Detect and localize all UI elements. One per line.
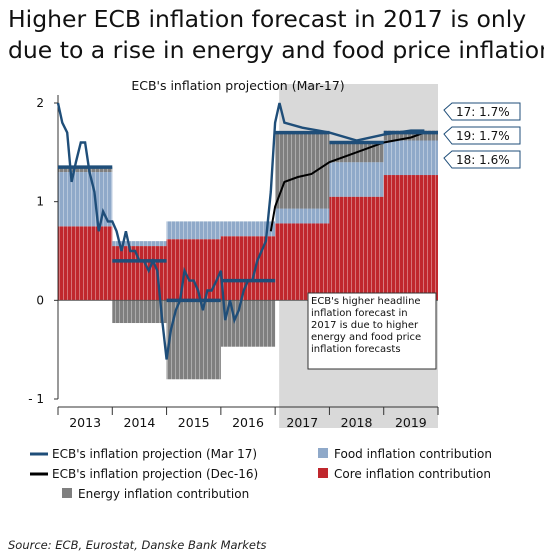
x-tick-label-2017: 2017 <box>286 415 318 430</box>
value-label-text-1: 19: 1.7% <box>456 129 510 143</box>
x-tick-label-2016: 2016 <box>232 415 264 430</box>
y-tick-label-1: 1 <box>36 195 44 209</box>
bar-energy-2013 <box>58 167 113 173</box>
bar-food-2018 <box>329 162 384 197</box>
bar-energy-2016 <box>220 300 276 347</box>
bar-food-2013 <box>58 172 113 227</box>
bar-food-2014 <box>112 241 167 247</box>
chart-subtitle: ECB's inflation projection (Mar-17) <box>131 78 344 93</box>
legend-item-dec16: ECB's inflation projection (Dec-16) <box>30 467 258 481</box>
bar-core-2016 <box>220 236 276 301</box>
legend-item-food: Food inflation contribution <box>318 447 492 461</box>
value-label-1: 19: 1.7% <box>443 126 521 145</box>
annotation-line-2: 2017 is due to higher <box>311 320 419 331</box>
value-label-box-2 <box>443 150 521 169</box>
x-tick-label-2013: 2013 <box>69 415 101 430</box>
legend-label-mar17: ECB's inflation projection (Mar 17) <box>52 447 257 461</box>
annotation-box <box>307 292 437 370</box>
bar-core-2019 <box>383 175 438 301</box>
series-dec16-projection <box>269 131 425 232</box>
x-tick-label-2015: 2015 <box>178 415 210 430</box>
bar-group-2018 <box>329 142 384 301</box>
annotation-line-1: inflation forecast in <box>311 308 408 319</box>
bar-core-2015 <box>166 239 221 301</box>
bar-group-2016 <box>220 221 276 347</box>
x-tick-label-2018: 2018 <box>341 415 373 430</box>
annotation: ECB's higher headline inflation forecast … <box>307 292 437 370</box>
bar-food-2019 <box>383 140 438 176</box>
x-tick-label-2019: 2019 <box>395 415 427 430</box>
source-note: Source: ECB, Eurostat, Danske Bank Marke… <box>8 538 267 552</box>
y-tick-label-3: - 1 <box>28 392 44 406</box>
inflation-chart: ECB's inflation projection (Mar-17) 2 1 0 - … <box>28 78 521 501</box>
bar-core-2013 <box>58 226 113 301</box>
bar-group-2017 <box>275 132 330 301</box>
legend-item-core: Core inflation contribution <box>318 467 491 481</box>
value-label-text-0: 17: 1.7% <box>456 105 510 119</box>
y-tick-label-2: 0 <box>36 293 44 307</box>
value-label-text-2: 18: 1.6% <box>456 153 510 167</box>
annotation-text: ECB's higher headline inflation forecast … <box>311 296 421 355</box>
value-label-box-0 <box>443 102 521 121</box>
bar-energy-2017 <box>275 132 330 209</box>
y-tick-label-0: 2 <box>36 96 44 110</box>
legend-label-dec16: ECB's inflation projection (Dec-16) <box>52 467 258 481</box>
bar-food-2016 <box>220 221 276 237</box>
bar-group-2013 <box>58 167 113 301</box>
chart-title: Higher ECB inflation forecast in 2017 is… <box>8 4 544 66</box>
bar-energy-2019 <box>383 130 438 141</box>
legend-swatch-food <box>318 448 328 458</box>
bar-core-2018 <box>329 196 384 301</box>
legend-label-energy: Energy inflation contribution <box>78 487 249 501</box>
series-mar17-monthly <box>56 102 425 360</box>
value-label-2: 18: 1.6% <box>443 150 521 169</box>
value-label-box-1 <box>443 126 521 145</box>
legend-item-energy: Energy inflation contribution <box>62 487 249 501</box>
legend-label-food: Food inflation contribution <box>334 447 492 461</box>
legend-swatch-core <box>318 468 328 478</box>
legend-label-core: Core inflation contribution <box>334 467 491 481</box>
annotation-line-3: energy and food price <box>311 332 421 343</box>
bar-group-2019 <box>383 130 438 301</box>
annotation-line-4: inflation forecasts <box>311 344 401 355</box>
value-label-0: 17: 1.7% <box>443 102 521 121</box>
chart-title-line-1: Higher ECB inflation forecast in 2017 is… <box>8 5 527 33</box>
bar-food-2017 <box>275 208 330 224</box>
legend-swatch-energy <box>62 488 72 498</box>
bar-food-2015 <box>166 221 221 240</box>
bar-energy-2014 <box>112 300 167 324</box>
x-tick-label-2014: 2014 <box>124 415 156 430</box>
bar-core-2017 <box>275 223 330 301</box>
legend-item-mar17: ECB's inflation projection (Mar 17) <box>30 447 257 461</box>
chart-title-line-2: due to a rise in energy and food price i… <box>8 36 544 64</box>
annotation-line-0: ECB's higher headline <box>311 296 421 307</box>
